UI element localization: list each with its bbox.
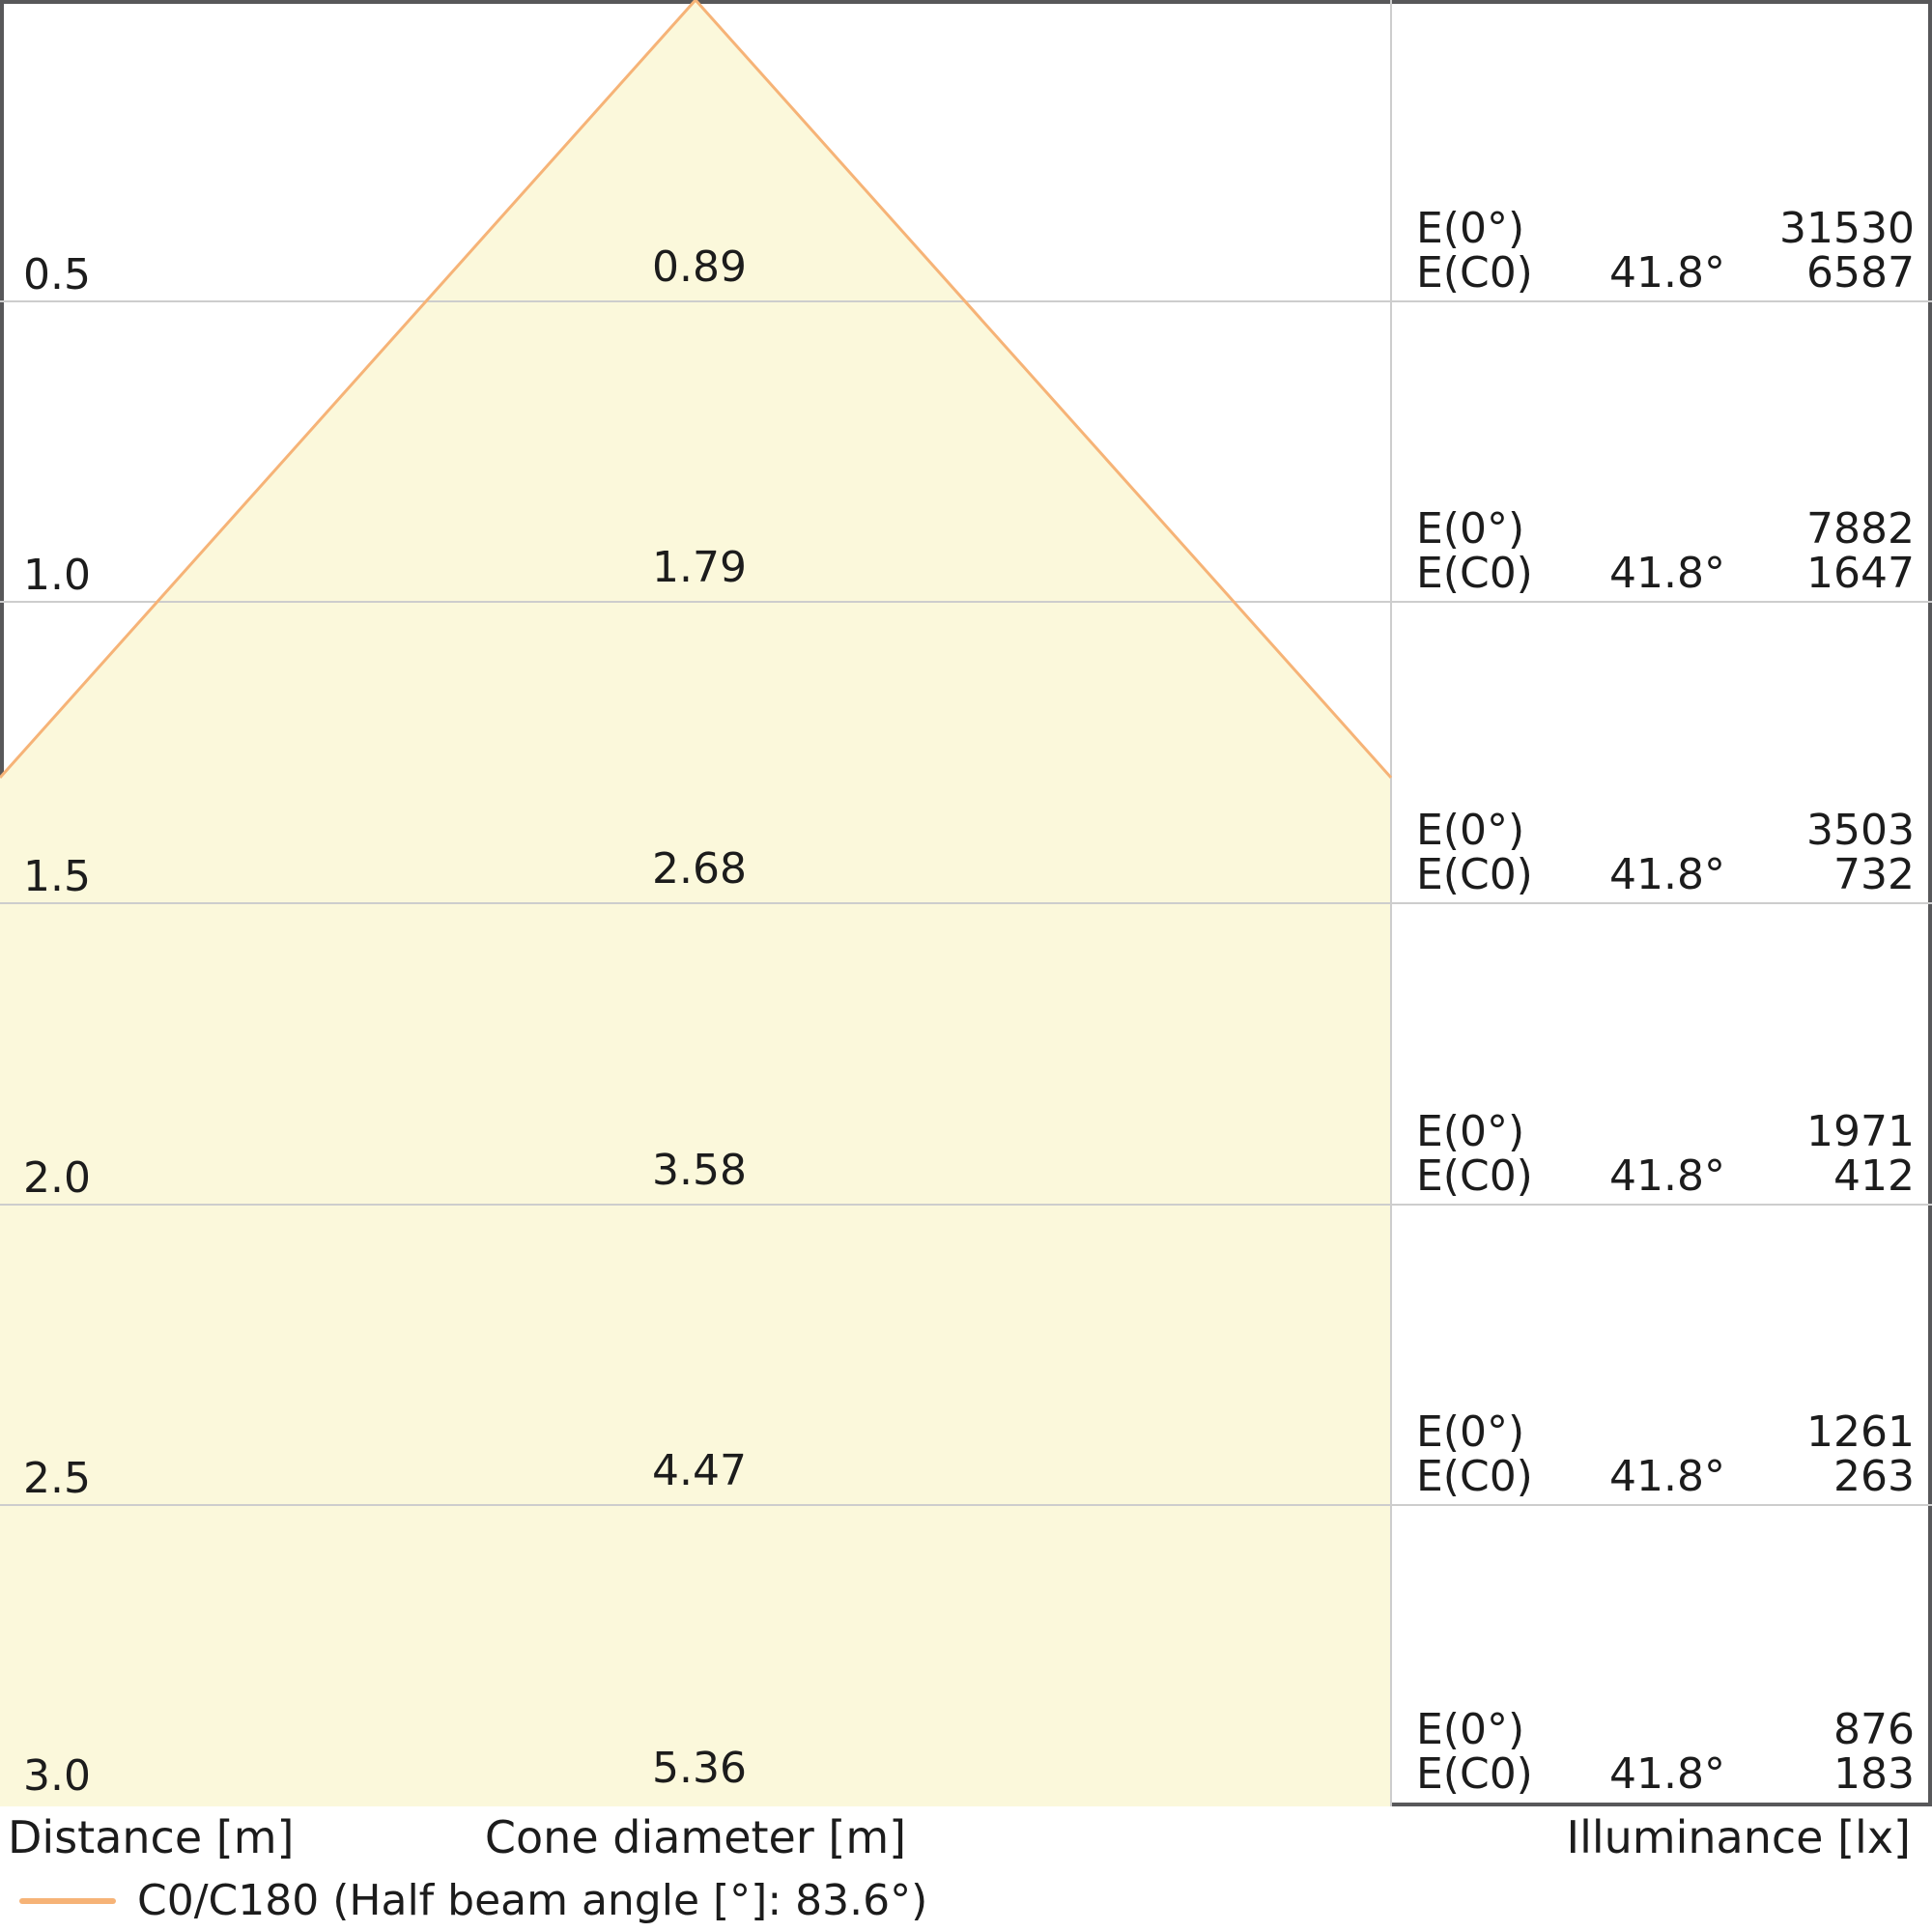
distance-label: 1.0 — [23, 551, 91, 600]
ec0-label: E(C0) — [1416, 1151, 1533, 1201]
cone-edge-right — [694, 0, 1393, 779]
ec0-label: E(C0) — [1416, 850, 1533, 899]
e0-value: 3503 — [1806, 806, 1915, 855]
ec0-value: 732 — [1833, 850, 1915, 899]
e0-angle-spacer — [1609, 1708, 1716, 1752]
e0-value: 876 — [1833, 1705, 1915, 1754]
e0-label: E(0°) — [1416, 1705, 1525, 1754]
cone-diameter-label: 2.68 — [652, 844, 747, 894]
distance-label: 1.5 — [23, 852, 91, 901]
illuminance-block: E(0°) 1261 E(C0) 41.8° 263 — [1416, 1410, 1915, 1499]
illuminance-block: E(0°) 7882 E(C0) 41.8° 1647 — [1416, 507, 1915, 596]
e0-value: 31530 — [1779, 204, 1915, 253]
beam-angle-value: 41.8° — [1609, 1749, 1725, 1799]
distance-label: 2.0 — [23, 1153, 91, 1203]
cone-diameter-label: 4.47 — [652, 1446, 747, 1495]
cone-diameter-label: 0.89 — [652, 242, 747, 292]
ec0-label: E(C0) — [1416, 1452, 1533, 1501]
legend-label: C0/C180 (Half beam angle [°]: 83.6°) — [137, 1876, 928, 1925]
e0-row: E(0°) 1261 — [1416, 1410, 1915, 1455]
e0-angle-spacer — [1609, 207, 1716, 251]
ec0-value: 6587 — [1806, 248, 1915, 298]
axis-label-row: Distance [m] Cone diameter [m] Illuminan… — [0, 1814, 1932, 1862]
ec0-row: E(C0) 41.8° 183 — [1416, 1752, 1915, 1797]
illuminance-block: E(0°) 3503 E(C0) 41.8° 732 — [1416, 809, 1915, 897]
beam-angle-value: 41.8° — [1609, 850, 1725, 899]
cone-diameter-label: 1.79 — [652, 543, 747, 592]
ec0-row: E(C0) 41.8° 263 — [1416, 1455, 1915, 1499]
beam-angle-value: 41.8° — [1609, 248, 1725, 298]
ec0-row: E(C0) 41.8° 6587 — [1416, 251, 1915, 296]
beam-angle-value: 41.8° — [1609, 1151, 1725, 1201]
e0-angle-spacer — [1609, 1110, 1716, 1154]
e0-value: 7882 — [1806, 504, 1915, 554]
beam-angle-value: 41.8° — [1609, 549, 1725, 598]
ec0-row: E(C0) 41.8° 412 — [1416, 1154, 1915, 1199]
e0-row: E(0°) 876 — [1416, 1708, 1915, 1752]
c0-line-swatch — [19, 1898, 116, 1904]
illuminance-block: E(0°) 876 E(C0) 41.8° 183 — [1416, 1708, 1915, 1797]
distance-axis-label: Distance [m] — [8, 1811, 295, 1863]
distance-label: 2.5 — [23, 1454, 91, 1503]
e0-label: E(0°) — [1416, 504, 1525, 554]
ec0-row: E(C0) 41.8° 1647 — [1416, 552, 1915, 596]
ec0-label: E(C0) — [1416, 549, 1533, 598]
e0-row: E(0°) 3503 — [1416, 809, 1915, 853]
e0-label: E(0°) — [1416, 204, 1525, 253]
e0-label: E(0°) — [1416, 1107, 1525, 1156]
e0-label: E(0°) — [1416, 1407, 1525, 1457]
illuminance-block: E(0°) 1971 E(C0) 41.8° 412 — [1416, 1110, 1915, 1199]
distance-label: 3.0 — [23, 1751, 91, 1801]
ec0-value: 412 — [1833, 1151, 1915, 1201]
ec0-label: E(C0) — [1416, 1749, 1533, 1799]
beam-angle-value: 41.8° — [1609, 1452, 1725, 1501]
e0-row: E(0°) 31530 — [1416, 207, 1915, 251]
cone-diameter-label: 5.36 — [652, 1744, 747, 1793]
legend: C0/C180 (Half beam angle [°]: 83.6°) — [19, 1876, 927, 1926]
cone-diagram-canvas — [0, 0, 1932, 1806]
e0-row: E(0°) 1971 — [1416, 1110, 1915, 1154]
cone-diameter-label: 3.58 — [652, 1146, 747, 1195]
e0-value: 1261 — [1806, 1407, 1915, 1457]
illuminance-axis-label: Illuminance [lx] — [1566, 1811, 1911, 1863]
distance-label: 0.5 — [23, 250, 91, 299]
ec0-value: 183 — [1833, 1749, 1915, 1799]
cone-edge-left — [0, 0, 697, 779]
cone-diameter-axis-label: Cone diameter [m] — [484, 1811, 907, 1863]
e0-angle-spacer — [1609, 1410, 1716, 1455]
ec0-label: E(C0) — [1416, 248, 1533, 298]
ec0-value: 1647 — [1806, 549, 1915, 598]
plot-area: 0.5 0.89 E(0°) 31530 E(C0) 41.8° 6587 1.… — [0, 0, 1932, 1806]
illuminance-block: E(0°) 31530 E(C0) 41.8° 6587 — [1416, 207, 1915, 296]
ec0-row: E(C0) 41.8° 732 — [1416, 853, 1915, 897]
e0-angle-spacer — [1609, 507, 1716, 552]
e0-value: 1971 — [1806, 1107, 1915, 1156]
ec0-value: 263 — [1833, 1452, 1915, 1501]
e0-label: E(0°) — [1416, 806, 1525, 855]
e0-angle-spacer — [1609, 809, 1716, 853]
e0-row: E(0°) 7882 — [1416, 507, 1915, 552]
